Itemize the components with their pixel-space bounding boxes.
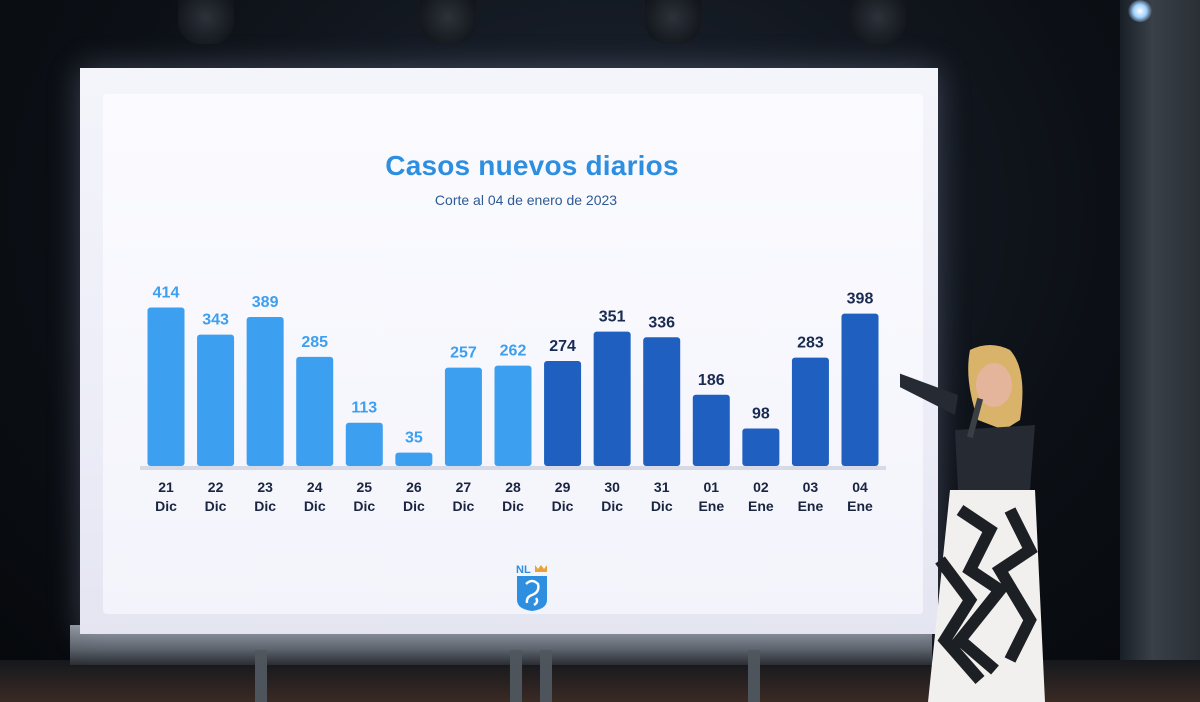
bar: [544, 361, 582, 466]
x-tick-month: Dic: [601, 498, 623, 514]
bar: [742, 428, 780, 466]
bar-value-label: 35: [405, 430, 423, 447]
bar: [296, 356, 334, 466]
x-tick-month: Dic: [552, 498, 574, 514]
bar-value-label: 283: [797, 335, 824, 352]
chart-baseline: [140, 466, 886, 470]
x-tick-day: 26: [406, 479, 422, 495]
bar: [494, 365, 532, 466]
bar: [197, 334, 235, 466]
presenter: [900, 345, 1045, 702]
x-tick-day: 25: [356, 479, 372, 495]
x-tick-month: Ene: [798, 498, 824, 514]
slide-panel: [103, 94, 923, 614]
x-tick-day: 04: [852, 479, 868, 495]
bar-value-label: 113: [351, 400, 377, 417]
bar-value-label: 351: [599, 309, 626, 326]
x-tick-day: 31: [654, 479, 670, 495]
stage-curtain: [1120, 0, 1200, 702]
x-tick-month: Ene: [748, 498, 774, 514]
bar-value-label: 389: [252, 294, 279, 311]
x-tick-month: Dic: [353, 498, 375, 514]
x-tick-month: Dic: [155, 498, 177, 514]
bar-value-label: 257: [450, 345, 477, 362]
screen-leg: [748, 650, 760, 702]
bar-value-label: 186: [698, 372, 725, 389]
bar: [147, 307, 185, 466]
bar: [395, 452, 433, 466]
x-tick-month: Dic: [502, 498, 524, 514]
ceiling-lamp: [178, 0, 234, 44]
x-tick-day: 21: [158, 479, 174, 495]
x-tick-month: Dic: [651, 498, 673, 514]
bar: [841, 313, 879, 466]
ceiling-lamp: [645, 0, 701, 44]
bar: [444, 367, 482, 466]
x-tick-month: Dic: [205, 498, 227, 514]
x-tick-day: 28: [505, 479, 521, 495]
x-tick-day: 02: [753, 479, 769, 495]
x-tick-day: 30: [604, 479, 620, 495]
screen-leg: [255, 650, 267, 702]
bar-value-label: 343: [202, 312, 229, 329]
chart-title: Casos nuevos diarios: [385, 150, 679, 181]
bar: [593, 331, 631, 466]
bar-value-label: 336: [648, 314, 675, 331]
bar: [345, 422, 383, 466]
bar-value-label: 285: [301, 334, 328, 351]
ceiling-lamp: [850, 0, 906, 44]
bar-value-label: 414: [153, 284, 180, 301]
x-tick-month: Dic: [453, 498, 475, 514]
x-tick-day: 24: [307, 479, 323, 495]
x-tick-month: Dic: [304, 498, 326, 514]
bar-value-label: 262: [500, 343, 527, 360]
spotlight: [1128, 0, 1152, 22]
bar-value-label: 398: [847, 291, 874, 308]
x-tick-day: 23: [257, 479, 273, 495]
nl-logo: NL: [515, 562, 549, 612]
x-tick-day: 27: [456, 479, 472, 495]
logo-text: NL: [516, 564, 531, 576]
screen-leg: [510, 650, 522, 702]
ceiling-lamp: [420, 0, 476, 44]
x-tick-month: Ene: [847, 498, 873, 514]
x-tick-month: Dic: [254, 498, 276, 514]
bar: [791, 357, 829, 466]
bar-value-label: 274: [549, 338, 576, 355]
x-tick-day: 03: [803, 479, 819, 495]
x-tick-day: 01: [703, 479, 719, 495]
x-tick-month: Ene: [698, 498, 724, 514]
bar-value-label: 98: [752, 405, 770, 422]
x-tick-month: Dic: [403, 498, 425, 514]
x-tick-day: 22: [208, 479, 224, 495]
screen-leg: [540, 650, 552, 702]
bar: [692, 394, 730, 466]
x-tick-day: 29: [555, 479, 571, 495]
bar: [643, 337, 681, 466]
chart-subtitle: Corte al 04 de enero de 2023: [434, 192, 618, 208]
bar: [246, 317, 284, 466]
